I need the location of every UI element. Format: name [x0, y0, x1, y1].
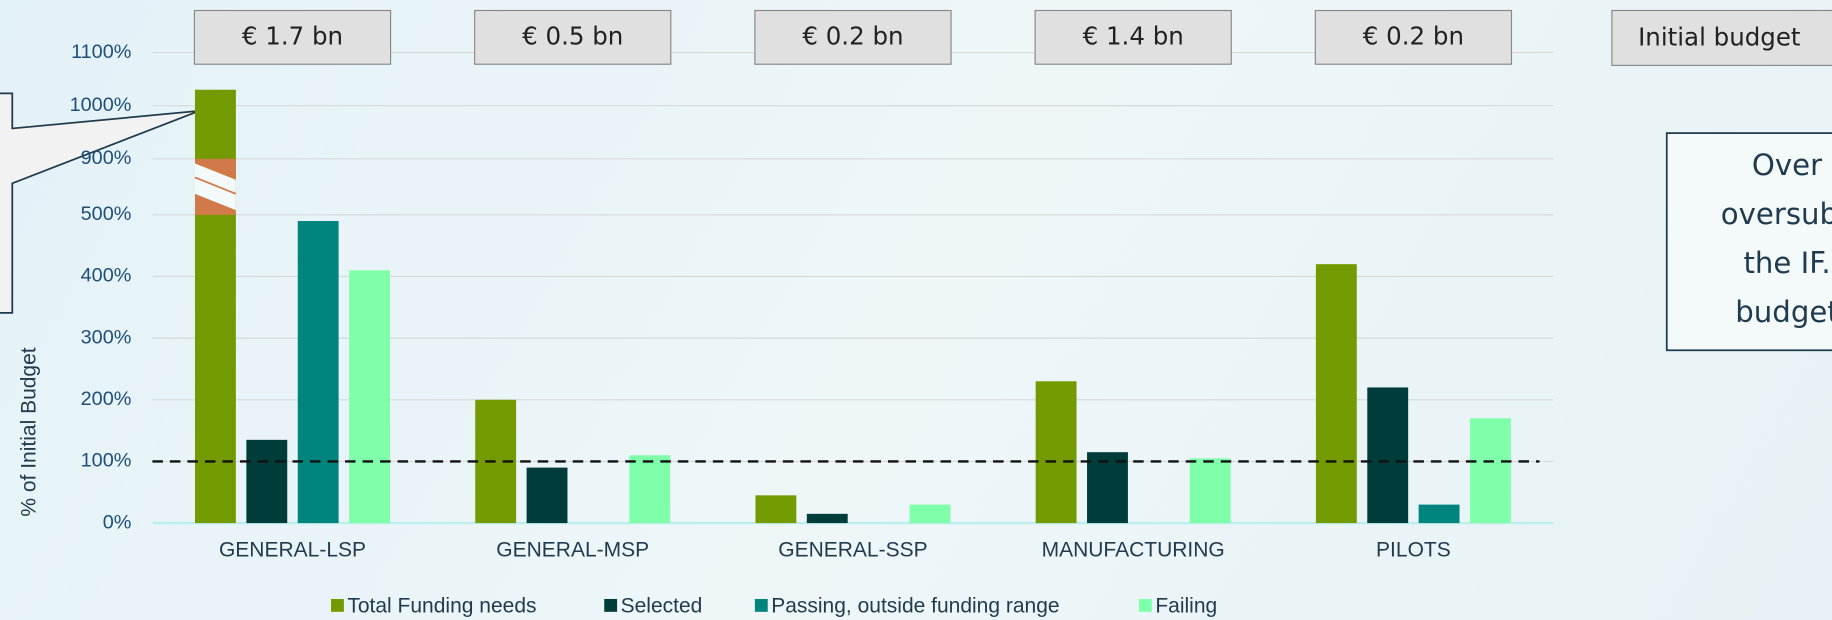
bar: [195, 89, 236, 524]
y-axis-label: % of Initial Budget: [17, 347, 40, 516]
annotation: the IF.: [1743, 246, 1830, 280]
legend-swatch: [754, 598, 768, 612]
annotation: Over: [1752, 148, 1822, 182]
bar: [629, 455, 671, 524]
annotation: oversubs: [1721, 197, 1832, 231]
legend-swatch: [331, 598, 344, 612]
legend-label: Failing: [1155, 595, 1217, 618]
bar: [755, 495, 797, 524]
axis-break: [195, 193, 236, 215]
x-tick-label: MANUFACTURING: [1042, 539, 1225, 562]
budget-box: [1314, 9, 1513, 65]
budget-label: € 1.7 bn: [242, 21, 343, 50]
annotation: budget: [1735, 295, 1832, 329]
bar: [1087, 452, 1128, 524]
x-tick-label: GENERAL-SSP: [778, 539, 927, 562]
bar: [349, 270, 390, 524]
y-tick-label: 0%: [103, 511, 132, 533]
y-tick-label: 1100%: [71, 41, 131, 63]
y-tick-label: 500%: [81, 203, 132, 225]
x-tick-label: PILOTS: [1376, 539, 1451, 562]
bar: [909, 504, 951, 524]
budget-box: [474, 9, 672, 65]
x-tick-label: GENERAL-LSP: [219, 539, 366, 562]
bar: [297, 221, 339, 524]
axis-break: [194, 176, 237, 195]
budget-box: [1034, 9, 1232, 65]
budget-box: [754, 9, 952, 65]
annotation-box: [1665, 132, 1832, 352]
budget-label: € 1.4 bn: [1083, 21, 1184, 50]
budget-label: € 0.2 bn: [802, 21, 903, 50]
y-tick-label: 100%: [81, 450, 132, 472]
bar: [526, 467, 568, 524]
callout: [0, 92, 200, 314]
budget-legend: Initial budget: [1638, 23, 1801, 52]
legend-label: Selected: [621, 595, 703, 618]
y-tick-label: 400%: [81, 265, 132, 287]
bar: [246, 439, 288, 524]
y-tick-label: 900%: [81, 147, 132, 169]
y-tick-label: 300%: [81, 326, 132, 348]
bar: [1470, 418, 1511, 524]
budget-label: € 0.5 bn: [522, 21, 623, 50]
axis-break: [195, 163, 236, 211]
budget-box: [193, 9, 392, 65]
legend-swatch: [1139, 598, 1152, 612]
legend-label: Total Funding needs: [347, 595, 536, 618]
y-tick-label: 200%: [81, 388, 132, 410]
budget-legend-box: [1611, 9, 1832, 66]
y-tick-label: 1000%: [70, 94, 132, 116]
axis-break: [195, 158, 236, 180]
bar: [1315, 264, 1357, 524]
bar: [1367, 387, 1409, 524]
legend-swatch: [604, 598, 618, 612]
bar: [1035, 381, 1077, 524]
bar: [1418, 504, 1460, 524]
bar: [1189, 458, 1231, 524]
legend-label: Passing, outside funding range: [771, 595, 1059, 618]
x-tick-label: GENERAL-MSP: [496, 539, 649, 562]
budget-label: € 0.2 bn: [1363, 21, 1464, 50]
bar: [806, 513, 848, 524]
